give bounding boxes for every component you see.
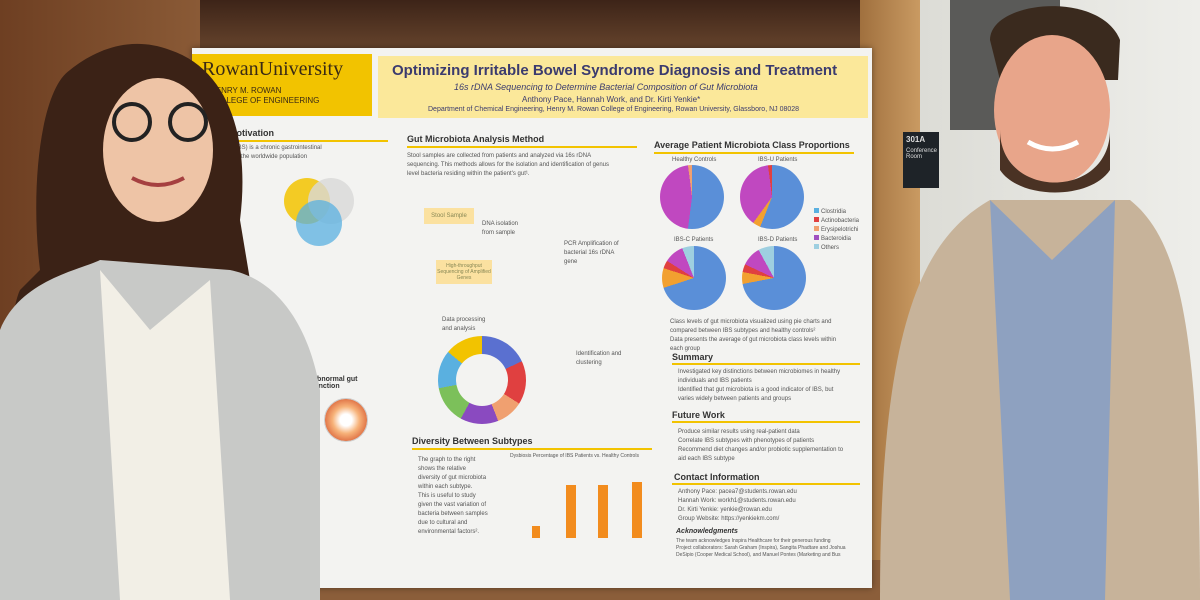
poster-subtitle: 16s rDNA Sequencing to Determine Bacteri… [454, 82, 758, 92]
section-underline [672, 483, 860, 485]
pie-healthy-controls [660, 165, 724, 229]
section-underline [672, 363, 860, 365]
step-stool-sample: Stool Sample [424, 208, 474, 224]
section-future-work: Future Work [672, 410, 725, 420]
legend-item: Bacteroidia [814, 235, 859, 244]
room-number: 301A [906, 135, 926, 144]
step-sequencing: High-throughput Sequencing of Amplified … [436, 260, 492, 284]
dysbiosis-bar [598, 485, 608, 538]
dysbiosis-bar [532, 526, 540, 538]
section-underline [672, 421, 860, 423]
legend-item: Erysipelotrichi [814, 226, 859, 235]
legend-item: Others [814, 244, 859, 253]
acknowledgments-title: Acknowledgments [676, 528, 738, 535]
poster-authors: Anthony Pace, Hannah Work, and Dr. Kirti… [522, 95, 701, 104]
future-bullets: Produce similar results using real-patie… [678, 429, 844, 462]
step-pcr: PCR Amplification of bacterial 16s rDNA … [564, 241, 619, 265]
pie-label-healthy: Healthy Controls [672, 157, 717, 163]
diversity-text: The graph to the right shows the relative… [418, 457, 488, 535]
person-right [880, 6, 1200, 600]
dysbiosis-bar [566, 485, 576, 538]
section-background: d & Motivation [212, 128, 274, 138]
pie-label-ibs-u: IBS-U Patients [758, 157, 798, 163]
section-underline [407, 146, 637, 148]
donut-hole [456, 354, 508, 406]
step-dna-isolation: DNA isolation from sample [482, 221, 519, 236]
section-underline [654, 152, 854, 154]
summary-bullets: Investigated key distinctions between mi… [678, 369, 841, 402]
venn-circle-blue [296, 200, 342, 246]
legend-item: Clostridia [814, 208, 859, 217]
acknowledgments-text: The team acknowledges Inspira Healthcare… [676, 538, 846, 558]
contact-list: Anthony Pace: pacea7@students.rowan.edu H… [678, 489, 797, 522]
gut-illustration [324, 398, 368, 442]
section-diversity: Diversity Between Subtypes [412, 436, 533, 446]
dysbiosis-bar [632, 482, 642, 538]
step-data-processing: Data processing and analysis [442, 317, 486, 332]
pie-legend: Clostridia Actinobacteria Erysipelotrich… [814, 208, 859, 253]
section-underline [412, 448, 652, 450]
section-proportions: Average Patient Microbiota Class Proport… [654, 140, 850, 150]
pie-label-ibs-d: IBS-D Patients [758, 237, 798, 243]
poster-department: Department of Chemical Engineering, Henr… [428, 106, 800, 113]
section-summary: Summary [672, 352, 714, 362]
background-text: ndrome (IBS) is a chronic gastrointestin… [212, 145, 322, 160]
person-left [0, 43, 320, 600]
step-identification: Identification and clustering [576, 351, 622, 366]
abnormal-gut-label: Abnormal gut function [312, 376, 358, 390]
title-band [378, 56, 868, 118]
pie-ibs-u [740, 165, 804, 229]
section-method: Gut Microbiota Analysis Method [407, 134, 545, 144]
section-contact: Contact Information [674, 472, 760, 482]
room-label: Conference Room [906, 148, 938, 160]
room-sign: 301A Conference Room [903, 132, 939, 188]
method-text: Stool samples are collected from patient… [407, 153, 610, 177]
pie-label-ibs-c: IBS-C Patients [674, 237, 714, 243]
proportion-bullets: Class levels of gut microbiota visualize… [670, 319, 837, 352]
dysbiosis-chart-title: Dysbiosis Percentage of IBS Patients vs.… [510, 453, 639, 459]
section-underline [212, 140, 388, 142]
legend-item: Actinobacteria [814, 217, 859, 226]
pie-ibs-c [662, 246, 726, 310]
rowan-logo: RowanUniversity [202, 58, 344, 80]
pie-ibs-d [742, 246, 806, 310]
college-name: HENRY M. ROWAN COLLEGE OF ENGINEERING [210, 86, 320, 105]
poster-title: Optimizing Irritable Bowel Syndrome Diag… [392, 62, 838, 79]
